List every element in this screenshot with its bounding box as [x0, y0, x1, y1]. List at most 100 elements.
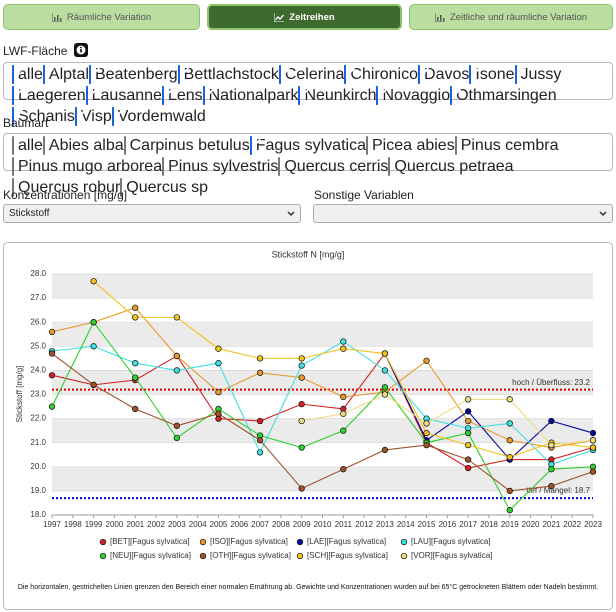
tab[interactable]: Zeitreihen [207, 4, 402, 30]
checkbox[interactable] [418, 65, 421, 84]
x-tick-label: 1998 [64, 520, 82, 529]
checkbox-option[interactable]: Beatenberg [88, 65, 178, 84]
checkbox[interactable] [202, 86, 205, 105]
data-point [548, 417, 555, 425]
checkbox-option[interactable]: Pinus cembra [454, 136, 559, 155]
checkbox[interactable] [88, 65, 91, 84]
checkbox[interactable] [376, 86, 379, 105]
checkbox[interactable] [12, 157, 14, 176]
checkbox[interactable] [12, 178, 14, 197]
checkbox-option[interactable]: alle [12, 65, 43, 84]
checkbox[interactable] [249, 136, 252, 155]
checkbox-option[interactable]: Pinus mugo arborea [12, 157, 163, 176]
data-point [465, 417, 472, 425]
checkbox[interactable] [74, 107, 77, 126]
checkbox-option[interactable]: Novaggio [376, 86, 450, 105]
data-point [465, 429, 472, 437]
checkbox[interactable] [85, 86, 88, 105]
checkbox[interactable] [278, 157, 281, 176]
tab-label: Zeitliche und räumliche Variation [449, 11, 588, 23]
checkbox-label: Davos [424, 66, 470, 83]
checkbox[interactable] [111, 107, 114, 126]
checkbox-label: Neunkirch [304, 87, 377, 104]
checkbox-option[interactable]: Celerina [278, 65, 344, 84]
data-point [90, 381, 97, 389]
data-point [340, 466, 347, 473]
legend-marker [296, 538, 304, 546]
checkbox-option[interactable]: Bettlachstock [177, 65, 279, 84]
legend-marker [99, 538, 107, 546]
data-point [465, 396, 472, 403]
checkbox-option[interactable]: Quercus sp [120, 178, 208, 197]
data-point [381, 391, 389, 398]
checkbox[interactable] [278, 65, 281, 84]
checkbox-option[interactable]: Carpinus betulus [123, 136, 250, 155]
checkbox-option[interactable]: Laegeren [12, 86, 86, 105]
checkbox-option[interactable]: Isone [469, 65, 515, 84]
checkbox-option[interactable]: Lens [161, 86, 203, 105]
checkbox[interactable] [12, 136, 14, 155]
checkbox-option[interactable]: Abies alba [42, 136, 124, 155]
chart: Stickstoff N [mg/g] Stickstoff [mg/g] 18… [3, 242, 613, 610]
checkbox-label: Pinus mugo arborea [18, 158, 163, 175]
checkbox[interactable] [161, 86, 164, 105]
checkbox[interactable] [450, 86, 453, 105]
tab[interactable]: Zeitliche und räumliche Variation [409, 4, 613, 30]
checkbox[interactable] [42, 136, 45, 155]
checkbox[interactable] [469, 65, 472, 84]
checkbox-option[interactable]: Pinus sylvestris [162, 157, 278, 176]
checkbox-option[interactable]: Quercus robur [12, 178, 120, 197]
checkbox-option[interactable]: Jussy [514, 65, 562, 84]
checkbox-option[interactable]: Vordemwald [111, 107, 206, 126]
checkbox[interactable] [388, 157, 391, 176]
checkbox-option[interactable]: Nationalpark [202, 86, 298, 105]
checkbox[interactable] [298, 86, 301, 105]
checkbox[interactable] [42, 65, 45, 84]
checkbox-label: Jussy [520, 66, 562, 83]
plot-band [52, 322, 593, 347]
checkbox-option[interactable]: Davos [418, 65, 470, 84]
series-line [384, 353, 594, 461]
checkbox-option[interactable]: Othmarsingen [450, 86, 557, 105]
data-point [589, 437, 597, 444]
checkbox[interactable] [162, 157, 165, 176]
checkbox-label: Schanis [18, 108, 75, 125]
checkbox[interactable] [12, 107, 14, 126]
data-point [173, 352, 180, 360]
data-point [256, 417, 264, 425]
checkbox-option[interactable]: Quercus cerris [278, 157, 388, 176]
checkbox-option[interactable]: Chironico [344, 65, 418, 84]
data-point [548, 482, 555, 490]
checkbox[interactable] [123, 136, 126, 155]
checkbox-option[interactable]: Lausanne [85, 86, 162, 105]
select[interactable] [313, 204, 613, 223]
data-point [298, 355, 305, 362]
checkbox[interactable] [514, 65, 517, 84]
checkbox[interactable] [177, 65, 180, 84]
checkbox[interactable] [12, 65, 14, 84]
checkbox-option[interactable]: Fagus sylvatica [249, 136, 366, 155]
data-point [340, 393, 347, 401]
checkbox-option[interactable]: Quercus petraea [388, 157, 514, 176]
info-icon[interactable] [73, 43, 88, 57]
tab[interactable]: Räumliche Variation [3, 4, 200, 30]
checkbox[interactable] [12, 86, 14, 105]
checkbox-option[interactable]: Neunkirch [298, 86, 377, 105]
checkbox[interactable] [120, 178, 123, 197]
checkbox[interactable] [454, 136, 457, 155]
checkbox-option[interactable]: Schanis [12, 107, 75, 126]
data-point [173, 314, 180, 321]
checkbox-option[interactable]: Picea abies [365, 136, 455, 155]
checkbox[interactable] [365, 136, 368, 155]
select[interactable]: Stickstoff [3, 204, 301, 223]
checkbox[interactable] [344, 65, 347, 84]
checkbox-option[interactable]: alle [12, 136, 43, 155]
legend-marker [199, 552, 207, 560]
data-point [298, 485, 305, 492]
tab-icon [51, 12, 62, 22]
checkbox-option[interactable]: Visp [74, 107, 112, 126]
legend-label: [LAE][Fagus sylvatica] [307, 537, 386, 546]
data-point [48, 328, 56, 335]
data-point [340, 427, 347, 434]
checkbox-option[interactable]: Alptal [42, 65, 89, 84]
